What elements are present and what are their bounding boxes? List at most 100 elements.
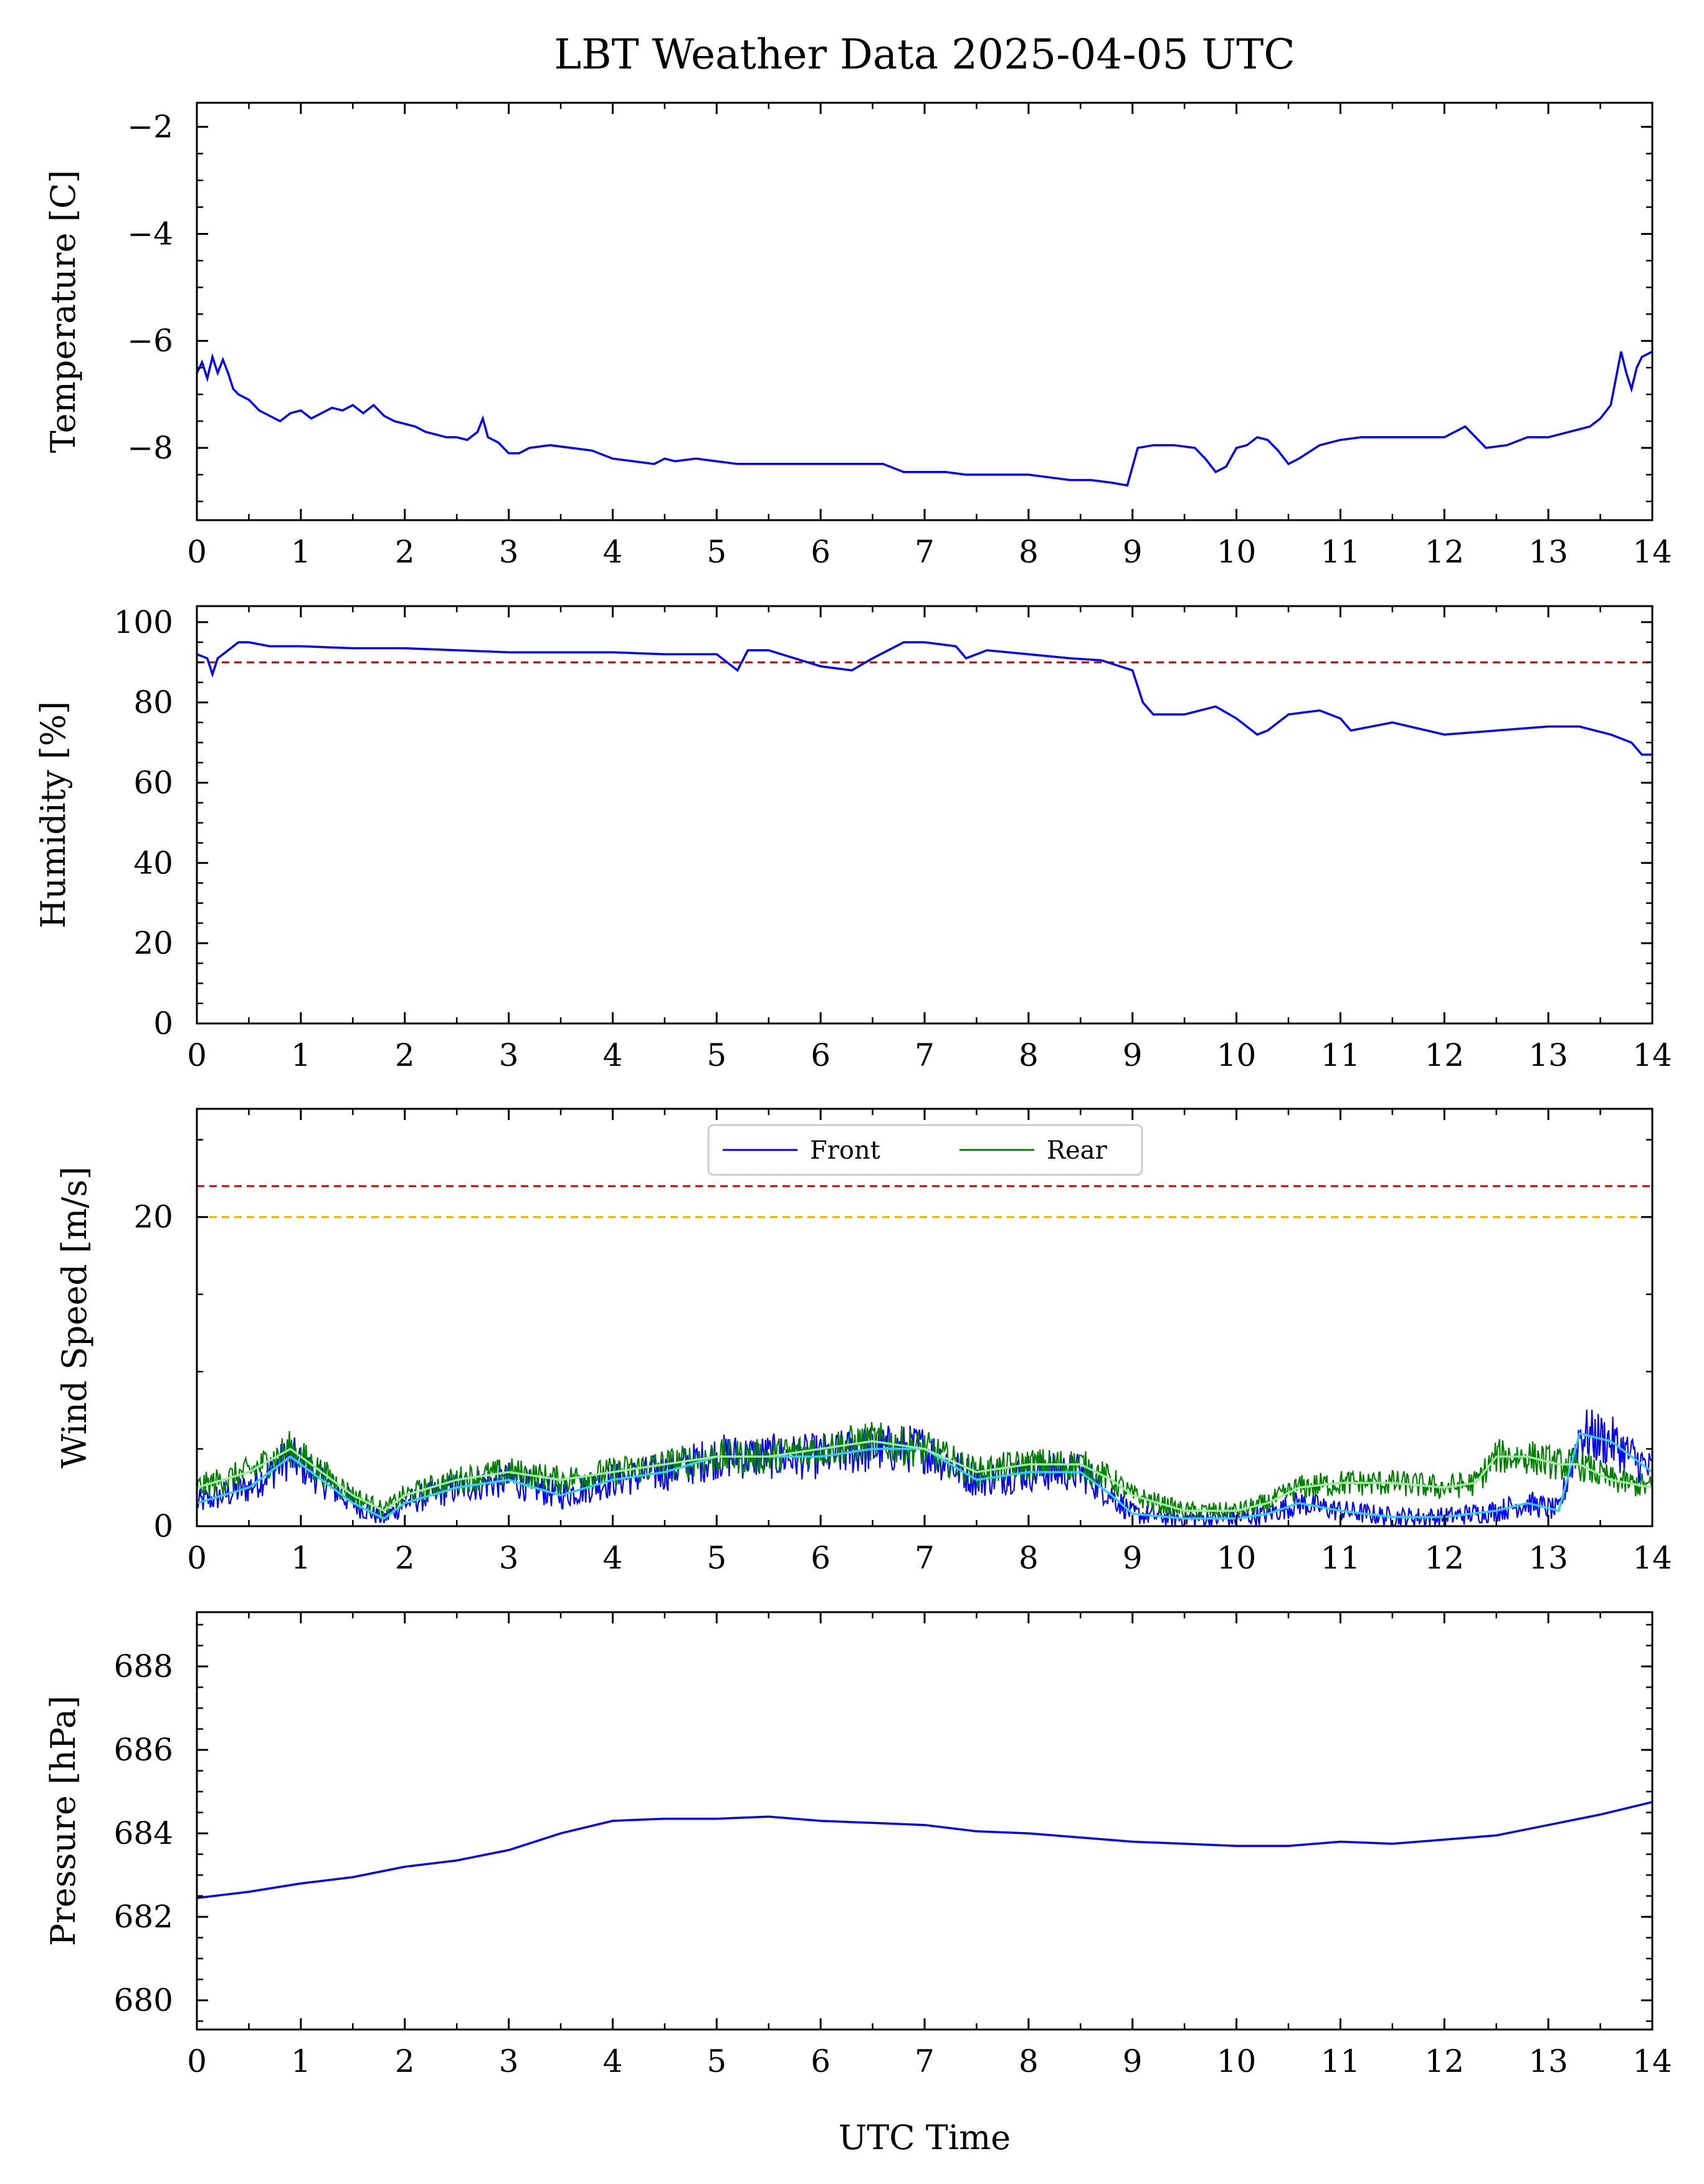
humidity-x-tick-label: 5 <box>707 1037 726 1073</box>
wind-x-tick-label: 9 <box>1123 1540 1143 1576</box>
temperature-x-tick-label: 10 <box>1217 534 1257 570</box>
humidity-y-tick-label: 40 <box>133 845 173 881</box>
wind-x-tick-label: 12 <box>1424 1540 1464 1576</box>
x-axis-label: UTC Time <box>839 2118 1011 2157</box>
humidity-y-tick-label: 0 <box>153 1005 173 1042</box>
humidity-y-axis-label: Humidity [%] <box>34 701 73 928</box>
wind-x-tick-label: 3 <box>499 1540 519 1576</box>
wind-x-tick-label: 8 <box>1019 1540 1039 1576</box>
humidity-x-tick-label: 14 <box>1632 1037 1672 1073</box>
temperature-x-tick-label: 11 <box>1321 534 1361 570</box>
pressure-y-tick-label: 688 <box>114 1648 173 1684</box>
wind-x-tick-label: 11 <box>1321 1540 1361 1576</box>
chart-title: LBT Weather Data 2025-04-05 UTC <box>554 31 1295 78</box>
humidity-x-tick-label: 13 <box>1528 1037 1568 1073</box>
temperature-x-tick-label: 14 <box>1632 534 1672 570</box>
temperature-y-tick-label: −6 <box>127 323 173 359</box>
wind-x-tick-label: 0 <box>187 1540 207 1576</box>
humidity-line <box>197 641 1652 756</box>
pressure-x-tick-label: 11 <box>1321 2043 1361 2079</box>
humidity-x-tick-label: 8 <box>1019 1037 1039 1073</box>
pressure-x-tick-label: 7 <box>915 2043 935 2079</box>
wind-x-tick-label: 13 <box>1528 1540 1568 1576</box>
pressure-y-tick-label: 682 <box>114 1899 173 1935</box>
temperature-plot-frame <box>196 102 1654 521</box>
humidity-y-tick-label: 100 <box>114 604 173 640</box>
legend-front-label: Front <box>810 1136 880 1165</box>
pressure-x-tick-label: 6 <box>811 2043 831 2079</box>
pressure-x-tick-label: 3 <box>499 2043 519 2079</box>
temperature-y-tick-label: −2 <box>127 109 173 145</box>
temperature-x-tick-label: 9 <box>1123 534 1143 570</box>
pressure-x-tick-label: 13 <box>1528 2043 1568 2079</box>
pressure-x-tick-label: 5 <box>707 2043 726 2079</box>
wind-x-tick-label: 5 <box>707 1540 726 1576</box>
pressure-y-tick-label: 680 <box>114 1982 173 2018</box>
temperature-y-tick-label: −4 <box>127 216 173 252</box>
wind-y-tick-label: 0 <box>153 1508 173 1544</box>
temperature-line <box>197 350 1652 487</box>
pressure-x-tick-label: 1 <box>291 2043 311 2079</box>
wind-x-tick-label: 4 <box>603 1540 623 1576</box>
pressure-x-tick-label: 0 <box>187 2043 207 2079</box>
humidity-y-tick-label: 20 <box>133 925 173 961</box>
temperature-x-tick-label: 5 <box>707 534 726 570</box>
temperature-y-axis-label: Temperature [C] <box>44 170 83 453</box>
temperature-x-tick-label: 7 <box>915 534 935 570</box>
pressure-x-tick-label: 9 <box>1123 2043 1143 2079</box>
humidity-x-tick-label: 9 <box>1123 1037 1143 1073</box>
wind-x-tick-label: 14 <box>1632 1540 1672 1576</box>
pressure-x-tick-label: 12 <box>1424 2043 1464 2079</box>
wind-x-tick-label: 7 <box>915 1540 935 1576</box>
humidity-x-tick-label: 6 <box>811 1037 831 1073</box>
temperature-x-tick-label: 6 <box>811 534 831 570</box>
humidity-x-tick-label: 7 <box>915 1037 935 1073</box>
humidity-x-tick-label: 2 <box>395 1037 415 1073</box>
pressure-x-tick-label: 10 <box>1217 2043 1257 2079</box>
legend-rear-label: Rear <box>1047 1136 1108 1165</box>
wind-legend: Front Rear <box>707 1124 1143 1176</box>
temperature-y-tick-label: −8 <box>127 430 173 466</box>
temperature-x-tick-label: 8 <box>1019 534 1039 570</box>
wind-y-tick-label: 20 <box>133 1199 173 1235</box>
humidity-panel: 0 1 2 3 4 5 6 7 8 9 10 11 12 13 14020406080100Humidity… <box>34 604 1672 1073</box>
wind-front-smooth-line <box>197 1431 1652 1520</box>
temperature-x-tick-label: 0 <box>187 534 207 570</box>
temperature-x-tick-label: 4 <box>603 534 623 570</box>
pressure-x-tick-label: 2 <box>395 2043 415 2079</box>
humidity-x-tick-label: 10 <box>1217 1037 1257 1073</box>
wind-y-axis-label: Wind Speed [m/s] <box>55 1167 94 1469</box>
humidity-x-tick-label: 1 <box>291 1037 311 1073</box>
wind-x-tick-label: 6 <box>811 1540 831 1576</box>
wind-x-tick-label: 2 <box>395 1540 415 1576</box>
humidity-x-tick-label: 11 <box>1321 1037 1361 1073</box>
pressure-y-tick-label: 684 <box>114 1815 173 1851</box>
wind-rear-smooth-line <box>197 1440 1652 1512</box>
temperature-x-tick-label: 13 <box>1528 534 1568 570</box>
humidity-y-tick-label: 80 <box>133 685 173 721</box>
pressure-plot-frame <box>196 1611 1654 2031</box>
humidity-plot-frame <box>196 605 1654 1025</box>
humidity-x-tick-label: 12 <box>1424 1037 1464 1073</box>
pressure-line <box>197 1801 1652 1899</box>
temperature-x-tick-label: 2 <box>395 534 415 570</box>
pressure-panel: 0 1 2 3 4 5 6 7 8 9 10 11 12 13 14680682684686688Press… <box>44 1611 1672 2079</box>
pressure-y-axis-label: Pressure [hPa] <box>44 1696 83 1946</box>
wind-x-tick-label: 10 <box>1217 1540 1257 1576</box>
pressure-x-tick-label: 14 <box>1632 2043 1672 2079</box>
pressure-x-tick-label: 4 <box>603 2043 623 2079</box>
wind-x-tick-label: 1 <box>291 1540 311 1576</box>
temperature-x-tick-label: 3 <box>499 534 519 570</box>
wind-front-raw-line <box>197 1409 1652 1526</box>
humidity-x-tick-label: 0 <box>187 1037 207 1073</box>
humidity-x-tick-label: 3 <box>499 1037 519 1073</box>
humidity-y-tick-label: 60 <box>133 764 173 800</box>
temperature-panel: 0 1 2 3 4 5 6 7 8 9 10 11 12 13 14−2−4−6−8Temperature … <box>44 102 1672 570</box>
temperature-x-tick-label: 1 <box>291 534 311 570</box>
humidity-x-tick-label: 4 <box>603 1037 623 1073</box>
temperature-x-tick-label: 12 <box>1424 534 1464 570</box>
pressure-x-tick-label: 8 <box>1019 2043 1039 2079</box>
panels: 0 1 2 3 4 5 6 7 8 9 10 11 12 13 14−2−4−6−8Temperature … <box>34 102 1672 2079</box>
